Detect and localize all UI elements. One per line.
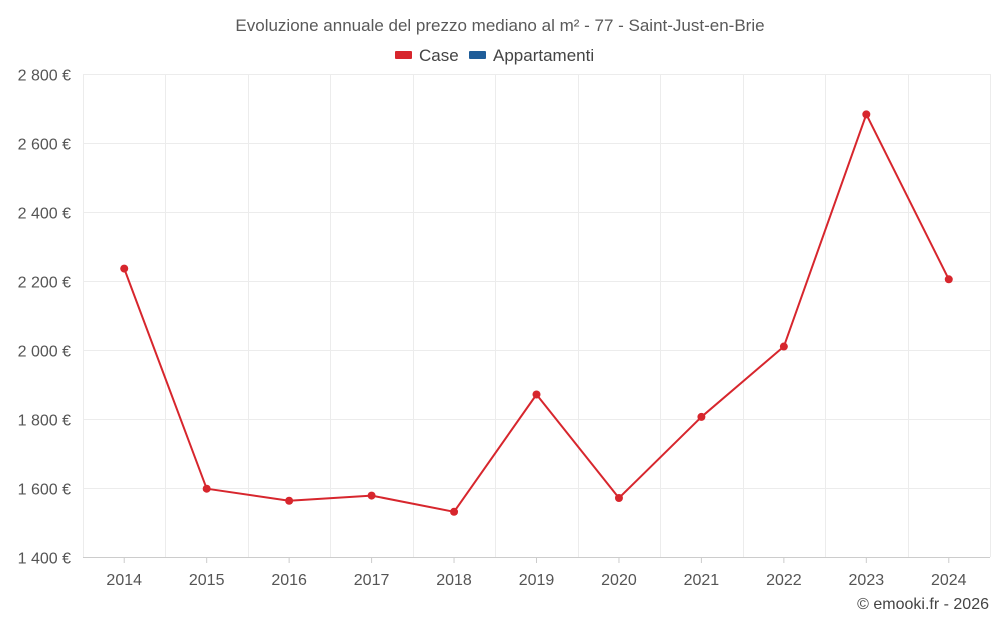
data-point[interactable] [285, 496, 294, 505]
chart-title: Evoluzione annuale del prezzo mediano al… [235, 16, 764, 35]
series-layer [120, 110, 953, 516]
legend-label-case: Case [419, 46, 459, 65]
data-point[interactable] [614, 494, 623, 503]
legend-label-appartamenti: Appartamenti [493, 46, 594, 65]
x-tick-label: 2018 [436, 572, 472, 589]
legend-swatch-appartamenti [469, 51, 486, 59]
x-tick-label: 2019 [519, 572, 555, 589]
legend-swatch-case [395, 51, 412, 59]
y-axis-ticks: 1 400 € 1 600 € 1 800 € 2 000 € 2 200 € 2 400… [18, 68, 71, 568]
data-point[interactable] [697, 412, 706, 421]
data-point[interactable] [532, 390, 541, 399]
x-tick-label: 2022 [766, 572, 802, 589]
x-tick-label: 2015 [189, 572, 225, 589]
grid-lines [83, 74, 991, 557]
data-point[interactable] [367, 491, 376, 500]
y-tick-label: 2 400 € [18, 206, 71, 223]
data-point[interactable] [944, 275, 953, 284]
y-tick-label: 1 800 € [18, 413, 71, 430]
x-tick-label: 2023 [849, 572, 885, 589]
legend-item-case[interactable]: Case [395, 46, 459, 65]
x-axis-ticks: 2014 2015 2016 2017 2018 2019 2020 2021 2022 2023… [106, 557, 967, 589]
x-tick-label: 2021 [684, 572, 720, 589]
data-point[interactable] [120, 264, 129, 273]
data-point[interactable] [779, 342, 788, 351]
y-tick-label: 2 600 € [18, 137, 71, 154]
data-point[interactable] [202, 484, 211, 493]
legend-item-appartamenti[interactable]: Appartamenti [469, 46, 594, 65]
data-point[interactable] [450, 507, 459, 516]
y-tick-label: 2 200 € [18, 275, 71, 292]
y-tick-label: 2 800 € [18, 68, 71, 85]
legend: Case Appartamenti [395, 46, 594, 65]
x-tick-label: 2016 [271, 572, 307, 589]
y-tick-label: 1 400 € [18, 551, 71, 568]
credit-text[interactable]: © emooki.fr - 2026 [857, 596, 989, 613]
data-point[interactable] [862, 110, 871, 119]
x-tick-label: 2024 [931, 572, 967, 589]
y-tick-label: 2 000 € [18, 344, 71, 361]
x-tick-label: 2017 [354, 572, 390, 589]
x-tick-label: 2014 [106, 572, 142, 589]
x-tick-label: 2020 [601, 572, 637, 589]
y-tick-label: 1 600 € [18, 482, 71, 499]
